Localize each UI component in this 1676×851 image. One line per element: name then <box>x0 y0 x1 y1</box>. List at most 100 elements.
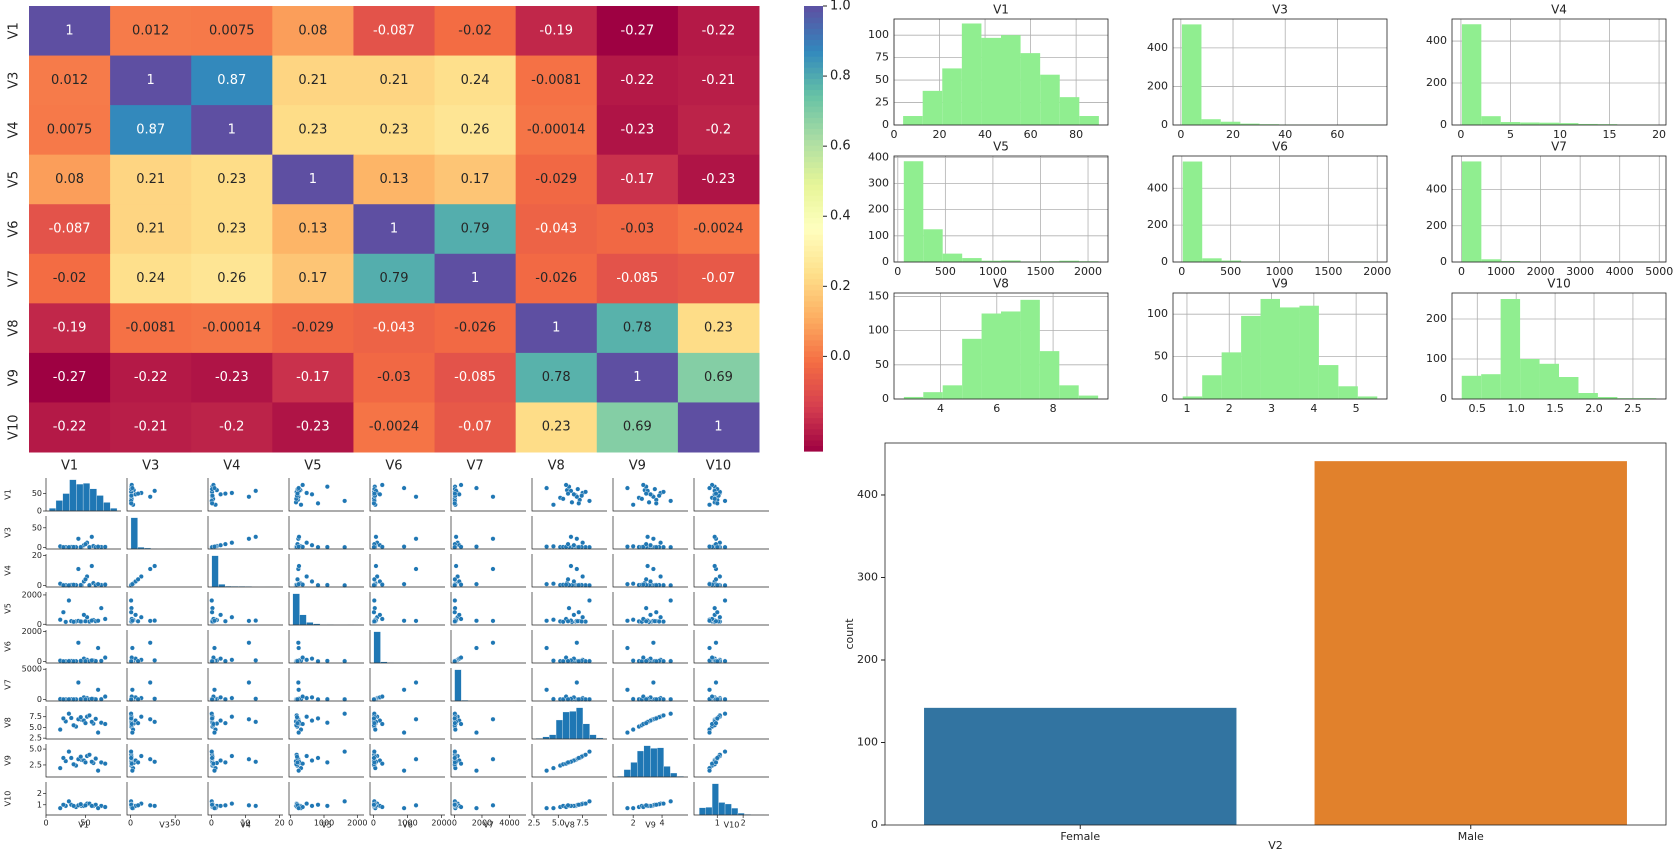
cell-label: -0.23 <box>296 420 330 435</box>
y-tick-label: 0 <box>1161 118 1168 131</box>
axes-spine <box>693 668 769 702</box>
scatter-point <box>550 805 556 811</box>
histogram-bar <box>1059 260 1079 262</box>
axes-spine <box>450 516 526 550</box>
scatter-point <box>309 542 315 548</box>
scatter-point <box>342 582 348 588</box>
heatmap-cell <box>353 204 436 255</box>
axes-spine <box>45 592 121 626</box>
histogram-bar <box>1260 298 1280 399</box>
scatter-point <box>650 680 656 686</box>
scatter-point <box>413 756 419 762</box>
scatter-point <box>300 761 306 767</box>
histogram-bar <box>1299 305 1319 399</box>
scatter-point <box>656 618 662 624</box>
axes-spine <box>369 706 445 740</box>
y-axis-label: V9 <box>4 755 13 766</box>
cell-label: -0.27 <box>621 23 655 38</box>
diagonal-histogram-bar <box>576 707 584 740</box>
x-tick-label: V6 <box>385 459 402 474</box>
x-tick-label: 6 <box>993 402 1000 415</box>
heatmap-cell <box>434 352 517 403</box>
colorbar-segment <box>804 362 823 369</box>
scatter-point <box>147 494 153 500</box>
x-axis-label: V4 <box>240 821 251 830</box>
heatmap-cell <box>353 105 436 156</box>
axes-spine <box>612 554 688 588</box>
scatter-point <box>490 536 496 542</box>
scatter-point <box>544 581 550 587</box>
axes-spine <box>531 478 607 512</box>
cell-label: 0.012 <box>132 23 169 38</box>
scatter-point <box>550 617 556 623</box>
scatter-point <box>222 759 228 765</box>
y-tick-label: 200 <box>857 653 878 666</box>
diagonal-histogram-bar <box>555 719 563 740</box>
axes-spine <box>369 744 445 778</box>
scatter-point <box>57 765 63 771</box>
x-tick-label: 1 <box>715 819 720 828</box>
scatter-point <box>568 534 574 540</box>
diagonal-histogram-bar <box>96 495 104 512</box>
colorbar-segment <box>804 417 823 424</box>
scatter-point <box>129 768 135 774</box>
histogram-bar <box>981 313 1001 399</box>
heatmap-cell <box>191 154 273 205</box>
x-tick-label: 0 <box>288 819 293 828</box>
scatter-point <box>71 761 77 767</box>
histogram-bar <box>1020 53 1041 126</box>
y-tick-label: 50 <box>1154 350 1168 363</box>
scatter-point <box>413 802 419 808</box>
cell-label: 1 <box>228 122 236 137</box>
colorbar-segment <box>804 234 823 241</box>
histogram-panel: V3 0 20 40 60 0 200 400 <box>1147 3 1388 141</box>
scatter-point <box>660 489 666 495</box>
scatter-point <box>722 749 728 755</box>
axes-spine <box>450 668 526 702</box>
y-tick-label: 2 <box>37 789 42 798</box>
scatter-point <box>576 658 582 664</box>
colorbar-segment <box>804 200 823 207</box>
scatter-point <box>413 494 419 500</box>
cell-label: -0.026 <box>535 271 577 286</box>
scatter-point <box>209 605 215 611</box>
cell-label: 0.24 <box>461 73 490 88</box>
scatter-point <box>218 694 224 700</box>
scatter-point <box>550 581 556 587</box>
scatter-point <box>452 658 458 664</box>
y-tick-label: 0 <box>37 695 42 704</box>
scatter-point <box>707 544 713 550</box>
panel-title: V9 <box>1272 277 1288 291</box>
scatter-point <box>452 491 458 497</box>
colorbar-segment <box>804 206 823 213</box>
scatter-point <box>574 680 580 686</box>
scatter-point <box>714 658 720 664</box>
heatmap-cell <box>677 352 760 403</box>
cell-label: 0.78 <box>542 370 571 385</box>
scatter-point <box>458 616 464 622</box>
scatter-point <box>60 715 66 721</box>
axes-spine <box>126 744 202 778</box>
x-tick-label: 0 <box>891 128 898 141</box>
colorbar-segment <box>804 445 823 452</box>
scatter-point <box>490 640 496 646</box>
colorbar-segment <box>804 95 823 102</box>
axes-spine <box>207 668 283 702</box>
heatmap-cell <box>29 253 111 304</box>
scatter-point <box>586 798 592 804</box>
diagonal-histogram-bar <box>299 614 307 626</box>
y-tick-label: 100 <box>1147 307 1168 320</box>
scatter-point <box>71 619 77 625</box>
scatter-point <box>253 803 259 809</box>
axes-spine <box>126 668 202 702</box>
axes-spine <box>450 782 526 816</box>
scatter-point <box>452 576 458 582</box>
scatter-point <box>71 803 77 809</box>
scatter-point <box>645 534 651 540</box>
scatter-point <box>324 803 330 809</box>
scatter-point <box>586 498 592 504</box>
cell-label: -0.087 <box>373 23 415 38</box>
scatter-point <box>490 618 496 624</box>
histogram-bar <box>1461 375 1482 399</box>
x-tick-label: 2000 <box>431 819 451 828</box>
